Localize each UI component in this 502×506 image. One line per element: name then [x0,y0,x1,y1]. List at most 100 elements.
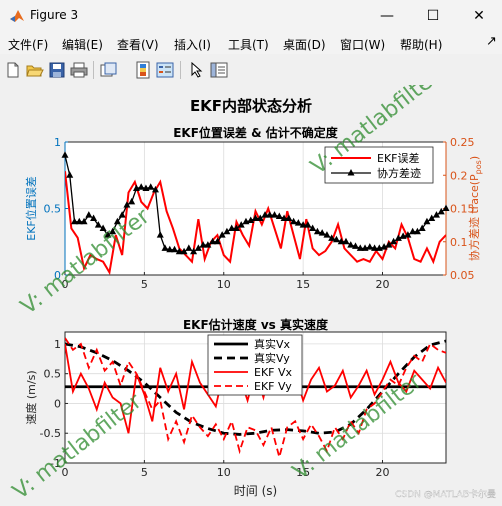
y-label-right: 协方差迹 trace(Ppos) [467,156,483,261]
figure-svg: EKF内部状态分析 0 5 10 15 2000.510.050.10.150.20.2… [8,63,496,504]
trace-marker [380,243,388,250]
legend-label-error: EKF误差 [377,151,420,165]
menu-edit[interactable]: 编辑(E) [62,38,103,52]
csdn-watermark: CSDN @MATLAB卡尔曼 [395,488,496,500]
trace-marker [94,221,102,228]
trace-marker [342,237,350,245]
trace-marker [328,234,336,241]
menu-view[interactable]: 查看(V) [117,38,159,52]
trace-marker [347,241,355,248]
trace-marker [304,221,312,228]
window-title: Figure 3 [30,8,79,22]
trace-marker [237,221,245,228]
trace-marker [409,227,417,235]
trace-marker [404,231,412,238]
insert-legend-icon[interactable] [154,59,176,81]
trace-marker [156,231,164,238]
print-icon[interactable] [68,59,90,81]
velocity-series-1 [65,339,446,436]
y-tick-label: -1 [50,457,61,470]
trace-marker [423,217,431,225]
y-tick-label-left: 0 [54,269,61,282]
minimize-button[interactable]: — [380,8,394,24]
trace-marker [247,216,255,223]
x-label: 时间 (s) [234,484,277,498]
trace-marker [99,224,107,231]
trace-marker [256,214,264,221]
save-icon[interactable] [46,59,68,81]
trace-marker [442,204,450,211]
open-file-icon[interactable] [24,59,46,81]
x-tick-label: 5 [141,466,148,479]
axes-box [64,331,447,464]
figure-canvas[interactable]: EKF内部状态分析 0 5 10 15 20 0 0.5 1 0.05 0.1 0.15 0.2 0.2… [0,63,502,505]
menu-file[interactable]: 文件(F) [8,38,49,52]
y-label-right-main: 协方差迹 trace(P [467,174,481,261]
trace-marker [137,183,145,190]
trace-marker [418,224,426,231]
figure-suptitle: EKF内部状态分析 [190,97,312,115]
trace-marker [113,217,121,225]
trace-marker [309,224,317,231]
trace-marker [271,211,279,218]
legend-label-2: EKF Vx [254,366,293,379]
trace-marker [252,214,259,221]
x-tick-label: 20 [376,466,390,479]
trace-marker [185,244,193,251]
new-figure-icon[interactable] [2,59,24,81]
top-axes[interactable]: 0 5 10 15 20 0 0.5 1 0.05 0.1 0.15 0.2 0.25 EKF位置误差 &… [24,125,483,291]
menu-insert[interactable]: 插入(I) [174,38,211,52]
trace-marker [428,214,436,221]
y-label-right-tail: ) [468,156,481,160]
trace-marker [161,244,169,251]
menu-bar: 文件(F) 编辑(E) 查看(V) 插入(I) 工具(T) 桌面(D) 窗口(W… [0,32,502,54]
trace-marker [175,247,183,255]
x-tick-label: 0 [62,466,69,479]
trace-marker [61,151,69,158]
trace-marker [166,245,174,253]
x-tick-label: 5 [141,278,148,291]
legend-label-3: EKF Vy [254,380,292,393]
toolbar-separator [93,61,94,79]
dock-figure-icon[interactable]: ↗ [486,34,497,49]
insert-colorbar-icon[interactable] [132,59,154,81]
trace-marker [437,207,445,215]
trace-marker [190,247,198,255]
trace-marker [266,211,274,218]
trace-marker [337,237,345,245]
link-plot-icon[interactable] [98,59,120,81]
trace-marker [285,214,293,221]
maximize-button[interactable]: ☐ [426,8,440,24]
trace-marker [280,214,288,221]
close-button[interactable]: ✕ [473,8,485,24]
menu-desktop[interactable]: 桌面(D) [283,38,326,52]
trace-marker [318,229,326,236]
figure-toolbar [0,56,502,84]
trace-marker [109,227,117,235]
trace-marker [71,217,79,225]
trace-marker [290,217,298,225]
trace-marker [180,247,188,255]
trace-marker [394,234,402,241]
menu-tools[interactable]: 工具(T) [228,38,269,52]
legend-marker-trace [347,169,355,176]
y-tick-label: 0.5 [44,368,62,381]
trace-marker [261,211,269,218]
y-label: 速度 (m/s) [24,370,38,424]
x-tick-label: 15 [296,278,310,291]
trace-marker [118,211,126,218]
trace-marker [366,243,374,250]
property-inspector-icon[interactable] [208,59,230,81]
menu-help[interactable]: 帮助(H) [400,38,443,52]
x-tick-label: 0 [62,278,69,291]
trace-marker [385,241,393,248]
y-label-left: EKF位置误差 [24,176,38,241]
x-tick-label: 10 [217,466,231,479]
y-tick-label: 0 [54,397,61,410]
trace-marker [85,211,93,218]
menu-window[interactable]: 窗口(W) [340,38,386,52]
trace-marker [213,237,221,245]
select-pointer-icon[interactable] [186,59,208,81]
trace-marker [275,212,283,219]
